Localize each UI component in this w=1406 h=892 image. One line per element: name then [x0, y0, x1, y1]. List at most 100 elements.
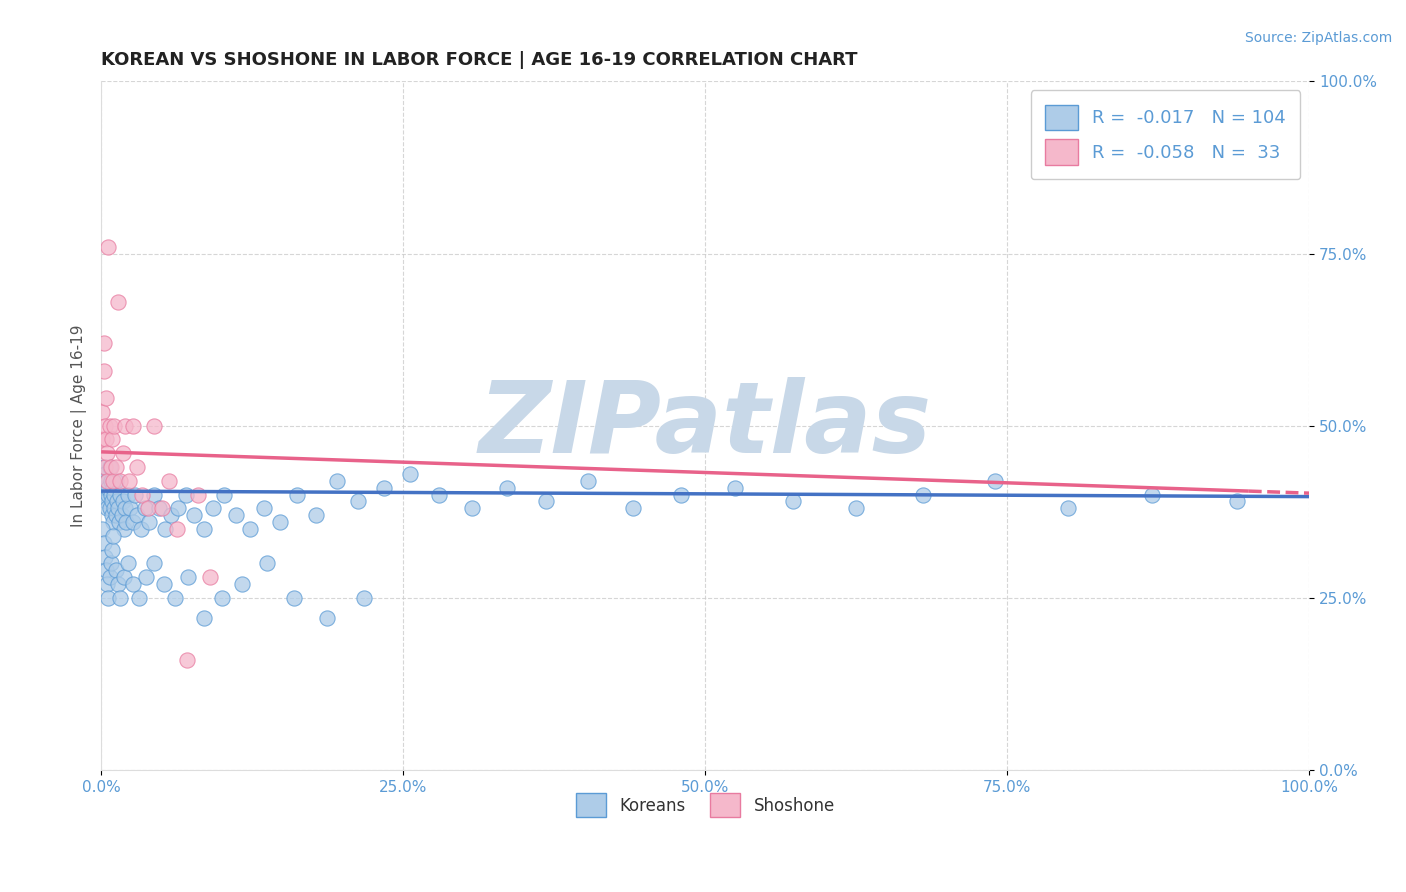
- Point: [97, 239, 120, 253]
- Point: [160, 508, 183, 523]
- Y-axis label: In Labor Force | Age 16-19: In Labor Force | Age 16-19: [72, 325, 87, 527]
- Point: [285, 487, 308, 501]
- Point: [91, 433, 114, 447]
- Point: [225, 508, 247, 523]
- Point: [214, 487, 236, 501]
- Point: [96, 446, 118, 460]
- Point: [187, 487, 209, 501]
- Point: [94, 549, 117, 564]
- Point: [98, 418, 121, 433]
- Point: [91, 474, 114, 488]
- Point: [105, 494, 128, 508]
- Point: [112, 570, 135, 584]
- Point: [239, 522, 262, 536]
- Point: [399, 467, 422, 481]
- Point: [108, 515, 131, 529]
- Point: [100, 474, 122, 488]
- Point: [96, 474, 118, 488]
- Point: [111, 494, 134, 508]
- Point: [305, 508, 328, 523]
- Point: [101, 508, 124, 523]
- Point: [96, 474, 118, 488]
- Point: [94, 467, 117, 481]
- Point: [148, 501, 170, 516]
- Point: [143, 418, 166, 433]
- Point: [153, 577, 176, 591]
- Point: [166, 522, 188, 536]
- Point: [111, 508, 134, 523]
- Point: [91, 405, 114, 419]
- Point: [101, 542, 124, 557]
- Point: [325, 474, 347, 488]
- Point: [110, 487, 132, 501]
- Point: [845, 501, 868, 516]
- Text: KOREAN VS SHOSHONE IN LABOR FORCE | AGE 16-19 CORRELATION CHART: KOREAN VS SHOSHONE IN LABOR FORCE | AGE …: [101, 51, 858, 69]
- Point: [94, 494, 117, 508]
- Point: [193, 611, 215, 625]
- Point: [211, 591, 233, 605]
- Point: [534, 494, 557, 508]
- Point: [177, 570, 200, 584]
- Point: [183, 508, 205, 523]
- Point: [94, 487, 117, 501]
- Point: [176, 653, 198, 667]
- Point: [143, 557, 166, 571]
- Point: [94, 563, 117, 577]
- Point: [253, 501, 276, 516]
- Point: [134, 501, 156, 516]
- Point: [150, 501, 173, 516]
- Point: [94, 418, 117, 433]
- Point: [98, 501, 121, 516]
- Point: [117, 487, 139, 501]
- Point: [117, 557, 139, 571]
- Point: [724, 481, 747, 495]
- Point: [107, 501, 129, 516]
- Point: [103, 474, 125, 488]
- Point: [93, 481, 115, 495]
- Point: [121, 418, 143, 433]
- Point: [114, 501, 136, 516]
- Point: [131, 487, 153, 501]
- Point: [256, 557, 278, 571]
- Point: [94, 460, 117, 475]
- Point: [373, 481, 395, 495]
- Point: [621, 501, 644, 516]
- Point: [97, 487, 120, 501]
- Point: [104, 508, 127, 523]
- Point: [911, 487, 934, 501]
- Point: [101, 433, 124, 447]
- Point: [111, 446, 134, 460]
- Point: [97, 481, 120, 495]
- Point: [93, 336, 115, 351]
- Point: [198, 570, 221, 584]
- Point: [94, 433, 117, 447]
- Point: [138, 515, 160, 529]
- Point: [98, 570, 121, 584]
- Point: [269, 515, 291, 529]
- Point: [103, 515, 125, 529]
- Point: [167, 501, 190, 516]
- Point: [101, 494, 124, 508]
- Point: [129, 522, 152, 536]
- Legend: Koreans, Shoshone: Koreans, Shoshone: [569, 787, 841, 823]
- Point: [103, 418, 125, 433]
- Point: [153, 522, 176, 536]
- Point: [103, 529, 125, 543]
- Point: [496, 481, 519, 495]
- Point: [1056, 501, 1078, 516]
- Text: Source: ZipAtlas.com: Source: ZipAtlas.com: [1244, 31, 1392, 45]
- Point: [669, 487, 692, 501]
- Point: [124, 487, 146, 501]
- Text: ZIPatlas: ZIPatlas: [478, 377, 932, 475]
- Point: [127, 508, 149, 523]
- Point: [136, 501, 159, 516]
- Point: [93, 460, 115, 475]
- Point: [93, 363, 115, 377]
- Point: [193, 522, 215, 536]
- Point: [103, 481, 125, 495]
- Point: [984, 474, 1007, 488]
- Point: [103, 487, 125, 501]
- Point: [100, 557, 122, 571]
- Point: [104, 563, 127, 577]
- Point: [316, 611, 339, 625]
